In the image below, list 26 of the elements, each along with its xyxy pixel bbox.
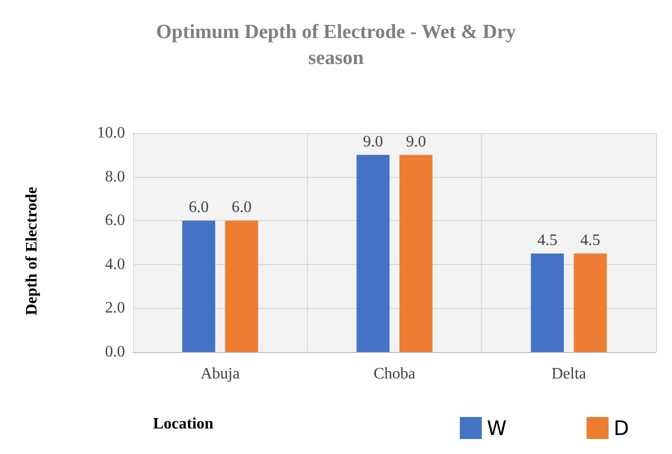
data-label: 6.0 bbox=[188, 199, 209, 216]
y-tick-label: 0.0 bbox=[105, 344, 125, 360]
y-axis-title: Depth of Electrode bbox=[24, 186, 40, 316]
x-tick-label: Delta bbox=[552, 366, 586, 382]
x-axis-title: Location bbox=[153, 416, 214, 432]
bar bbox=[225, 220, 258, 352]
y-tick-label: 8.0 bbox=[105, 168, 125, 186]
y-tick-label: 4.0 bbox=[105, 256, 125, 273]
chart-title: Optimum Depth of Electrode - Wet & Dry season bbox=[156, 21, 516, 69]
data-label: 4.5 bbox=[537, 232, 558, 249]
bar bbox=[574, 253, 607, 352]
legend-label: W bbox=[486, 416, 507, 440]
y-tick-label: 2.0 bbox=[105, 300, 125, 317]
bar bbox=[530, 253, 564, 352]
bar bbox=[356, 154, 390, 352]
data-label: 9.0 bbox=[406, 133, 426, 150]
x-tick-label: Choba bbox=[374, 366, 416, 382]
bar bbox=[182, 220, 216, 352]
legend-label: D bbox=[614, 416, 630, 440]
data-label: 9.0 bbox=[363, 133, 384, 150]
data-label: 6.0 bbox=[232, 199, 252, 216]
data-label: 4.5 bbox=[580, 232, 600, 249]
y-tick-label: 10.0 bbox=[97, 124, 125, 142]
y-tick-label: 6.0 bbox=[105, 212, 125, 230]
x-tick-label: Abuja bbox=[200, 366, 240, 382]
bar bbox=[399, 154, 432, 352]
